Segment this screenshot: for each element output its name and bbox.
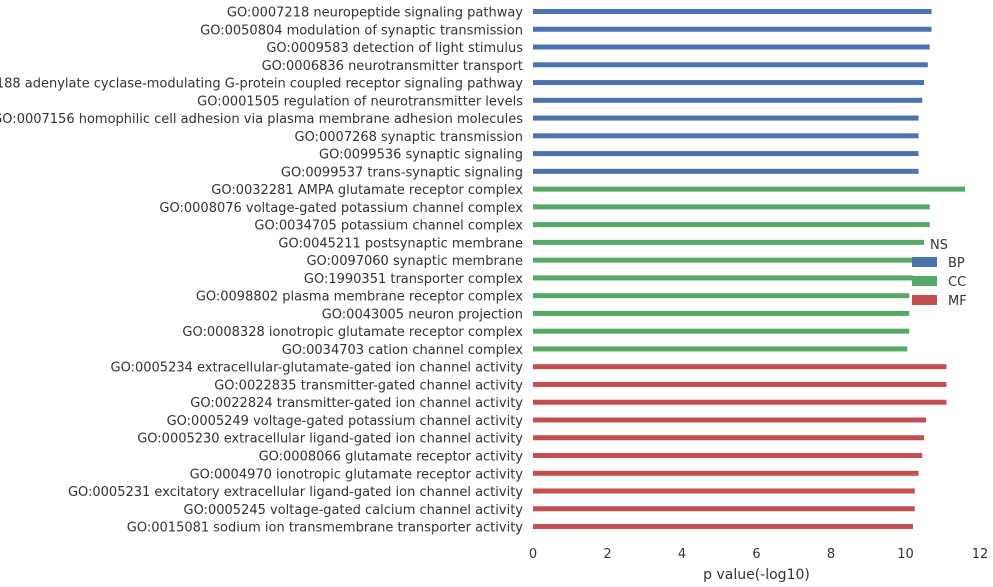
x-axis-label: p value(-log10) [703,567,810,583]
category-label: GO:0008328 ionotropic glutamate receptor… [182,325,523,340]
legend-swatch-bp [912,257,937,267]
category-label: GO:0007188 adenylate cyclase-modulating … [0,77,523,92]
bar-bp [533,26,932,32]
x-tick-label: 6 [752,547,760,562]
category-label: GO:0007218 neuropeptide signaling pathwa… [227,6,523,21]
bar-cc [533,222,930,228]
legend-label-cc: CC [948,275,966,290]
category-label: GO:0050804 modulation of synaptic transm… [200,23,523,38]
category-label: GO:0034705 potassium channel complex [254,219,523,234]
category-labels: GO:0007218 neuropeptide signaling pathwa… [0,6,523,536]
legend-label-mf: MF [948,294,967,309]
category-label: GO:0022824 transmitter-gated ion channel… [190,396,523,411]
bar-mf [533,524,913,530]
x-tick-label: 8 [827,547,835,562]
bar-cc [533,275,913,281]
category-label: GO:0045211 postsynaptic membrane [278,236,523,251]
bar-bp [533,115,919,121]
bar-mf [533,453,923,458]
category-label: GO:0099537 trans-synaptic signaling [281,165,523,180]
x-tick-label: 10 [897,547,914,562]
bar-bp [533,133,919,139]
x-tick-label: 12 [972,547,989,562]
legend: NS BP CC MF [912,238,967,309]
x-tick-label: 4 [678,547,686,562]
category-label: GO:0005234 extracellular-glutamate-gated… [111,361,524,376]
legend-swatch-mf [912,295,937,305]
category-label: GO:0008066 glutamate receptor activity [259,450,524,465]
x-axis-ticks: 0 2 4 6 8 10 12 [529,547,988,562]
category-label: GO:0005231 excitatory extracellular liga… [68,485,523,500]
category-label: GO:0007268 synaptic transmission [295,130,523,145]
bars-layer [533,9,966,530]
bar-mf [533,435,925,441]
category-label: GO:0097060 synaptic membrane [306,254,523,269]
x-tick-label: 0 [529,547,537,562]
bar-cc [533,293,910,299]
category-label: GO:0007156 homophilic cell adhesion via … [0,112,523,127]
bar-bp [533,44,930,50]
category-label: GO:0099536 synaptic signaling [319,148,523,163]
bar-cc [533,186,966,192]
bar-bp [533,62,928,68]
bar-cc [533,310,910,316]
bar-bp [533,80,925,86]
bar-mf [533,470,919,476]
bar-mf [533,506,915,512]
legend-label-bp: BP [948,256,965,271]
category-label: GO:0098802 plasma membrane receptor comp… [196,290,523,305]
category-label: GO:0005230 extracellular ligand-gated io… [137,432,523,447]
category-label: GO:0022835 transmitter-gated channel act… [214,378,523,393]
category-label: GO:0006836 neurotransmitter transport [262,59,523,74]
category-label: GO:0008076 voltage-gated potassium chann… [159,201,523,216]
bar-bp [533,168,919,174]
bar-cc [533,257,925,263]
category-label: GO:0015081 sodium ion transmembrane tran… [127,521,523,536]
x-tick-label: 2 [603,547,611,562]
bar-bp [533,9,932,14]
category-label: GO:0004970 ionotropic glutamate receptor… [190,467,524,482]
legend-title: NS [930,238,948,253]
category-label: GO:0001505 regulation of neurotransmitte… [197,94,523,109]
category-label: GO:1990351 transporter complex [304,272,523,287]
category-label: GO:0043005 neuron projection [322,307,523,322]
bar-cc [533,346,908,352]
category-label: GO:0005249 voltage-gated potassium chann… [167,414,524,429]
bar-cc [533,204,930,210]
category-label: GO:0032281 AMPA glutamate receptor compl… [211,183,523,198]
bar-mf [533,417,926,423]
bar-bp [533,151,919,157]
bar-mf [533,488,915,494]
bar-mf [533,364,947,370]
bar-cc [533,239,925,245]
bar-mf [533,381,947,387]
bar-cc [533,328,910,334]
legend-swatch-cc [912,276,937,286]
category-label: GO:0009583 detection of light stimulus [266,41,523,56]
bar-mf [533,399,947,405]
category-label: GO:0034703 cation channel complex [282,343,524,358]
bar-bp [533,97,923,103]
category-label: GO:0005245 voltage-gated calcium channel… [184,503,524,518]
